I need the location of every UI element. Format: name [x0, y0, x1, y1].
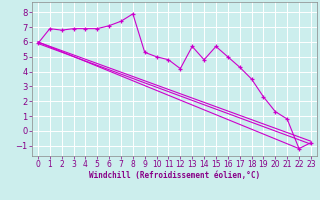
X-axis label: Windchill (Refroidissement éolien,°C): Windchill (Refroidissement éolien,°C) — [89, 171, 260, 180]
